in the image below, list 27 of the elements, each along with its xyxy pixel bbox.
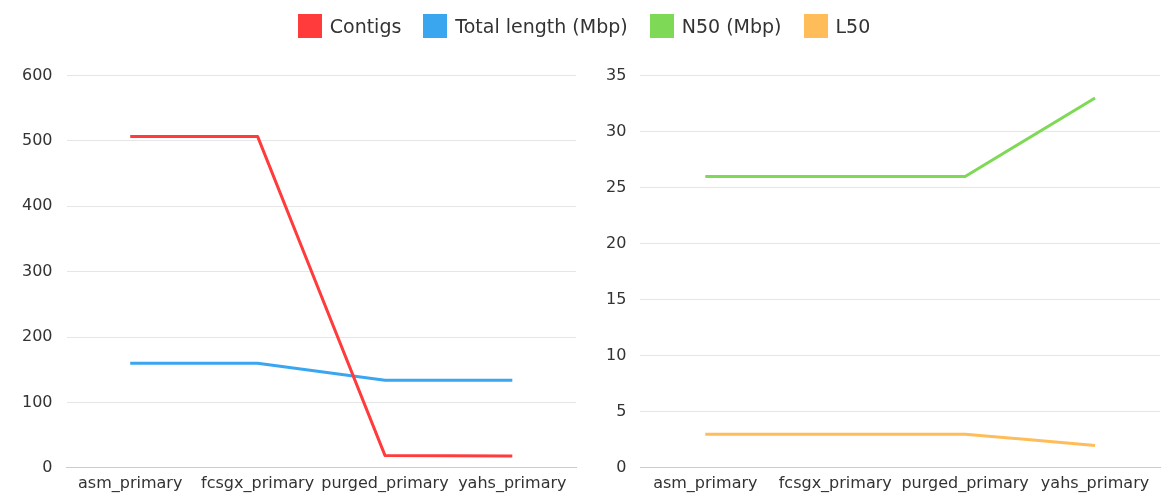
- y-tick-label: 30: [606, 120, 627, 140]
- x-tick-label: fcsgx_primary: [778, 472, 892, 493]
- y-tick-label: 15: [606, 288, 627, 308]
- y-tick-label: 20: [606, 232, 627, 252]
- x-tick-label: purged_primary: [901, 472, 1029, 493]
- x-tick-label: asm_primary: [78, 472, 183, 493]
- y-tick-label: 500: [21, 130, 53, 150]
- x-tick-label: fcsgx_primary: [201, 472, 315, 493]
- y-tick-label: 25: [606, 176, 627, 196]
- legend-label: L50: [835, 15, 871, 37]
- y-tick-label: 200: [21, 326, 53, 346]
- x-tick-label: purged_primary: [321, 472, 449, 493]
- y-tick-label: 35: [606, 64, 627, 84]
- y-tick-label: 0: [42, 456, 53, 476]
- y-tick-label: 10: [606, 344, 627, 364]
- legend-label: N50 (Mbp): [681, 15, 782, 37]
- legend-label: Contigs: [329, 15, 402, 37]
- y-tick-label: 5: [616, 400, 627, 420]
- y-tick-label: 100: [21, 391, 53, 411]
- x-tick-label: asm_primary: [653, 472, 758, 493]
- y-tick-label: 600: [21, 64, 53, 84]
- y-tick-label: 400: [21, 195, 53, 215]
- x-tick-label: yahs_primary: [1040, 472, 1150, 493]
- x-tick-label: yahs_primary: [458, 472, 567, 493]
- y-tick-label: 0: [616, 456, 627, 476]
- y-tick-label: 300: [21, 260, 53, 280]
- legend-label: Total length (Mbp): [455, 15, 628, 37]
